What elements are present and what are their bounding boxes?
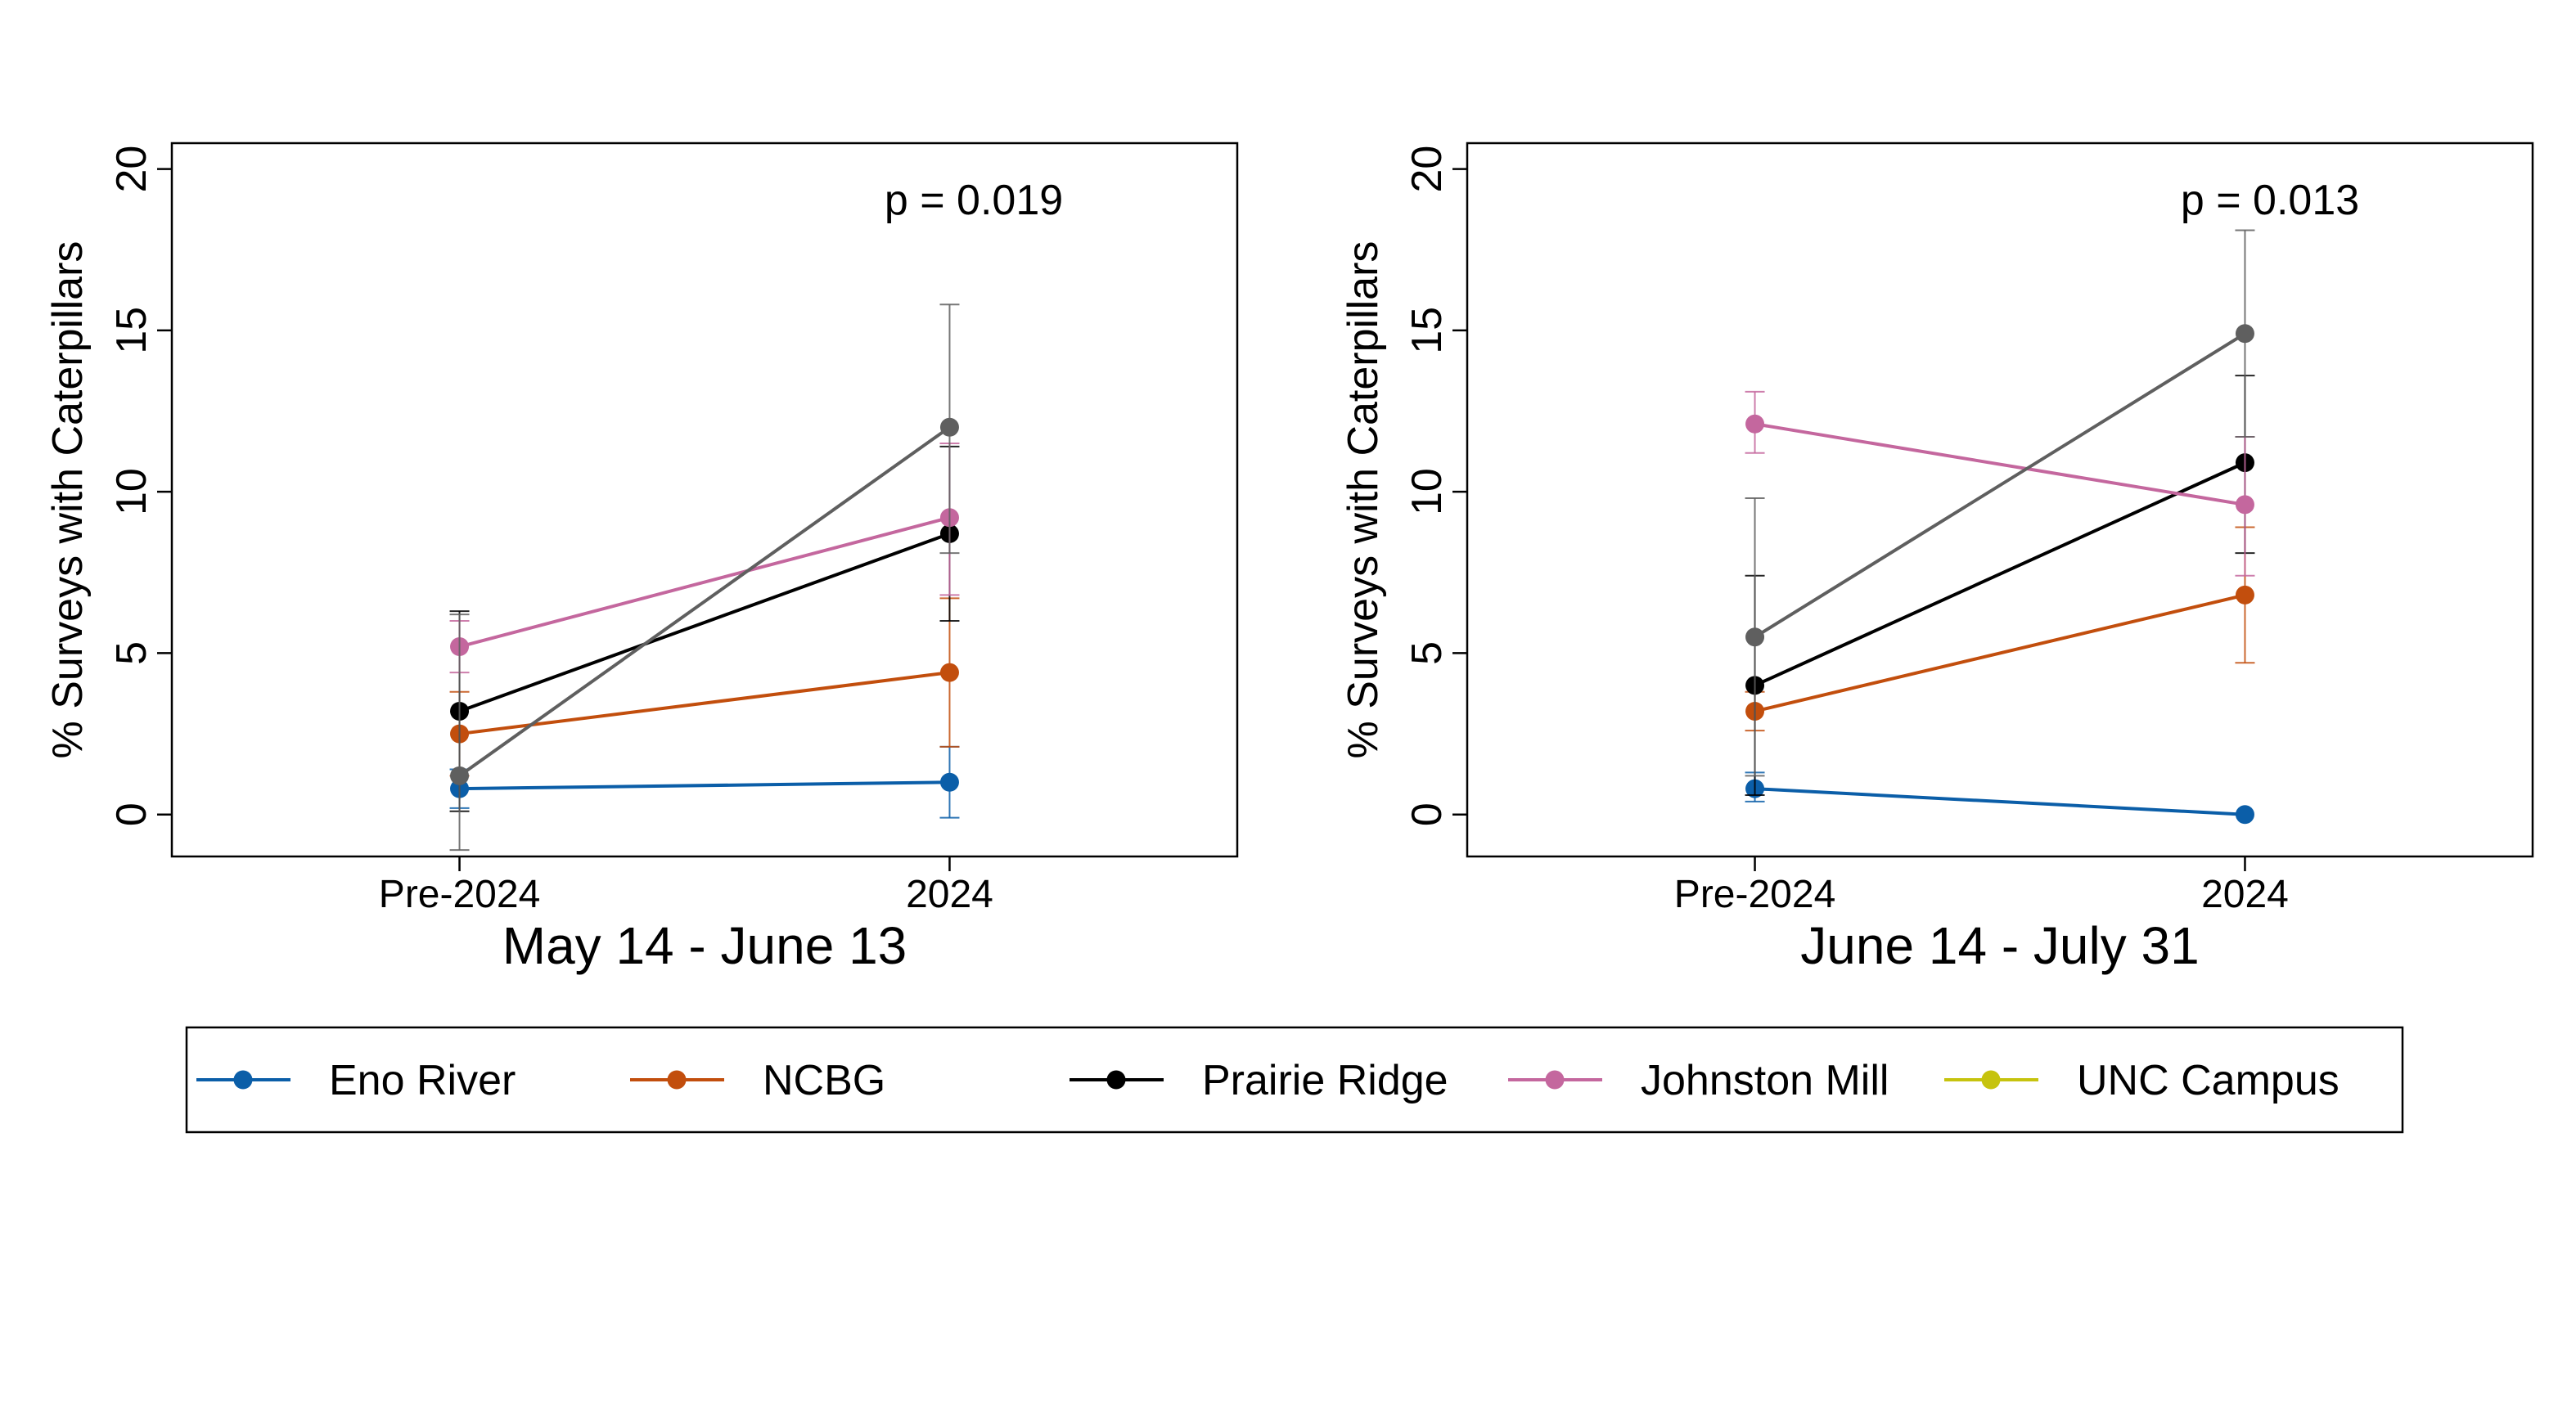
legend-label: Johnston Mill (1641, 1057, 1889, 1104)
legend-item-unc-campus: UNC Campus (1944, 1057, 2340, 1104)
series-line (1754, 422, 2245, 506)
x-tick-label: Pre-2024 (1674, 873, 1835, 916)
x-tick-label: 2024 (2201, 873, 2289, 916)
series-series-5 (1745, 229, 2255, 777)
data-point (2235, 324, 2254, 344)
legend-label: NCBG (763, 1057, 885, 1104)
data-point (939, 417, 959, 437)
legend-items: Eno River NCBG Prairie Ridge Johnston Mill U… (196, 1057, 2340, 1104)
panel-title: June 14 - July 31 (1800, 916, 2199, 975)
y-tick-label: 0 (108, 802, 155, 826)
legend-label: UNC Campus (2077, 1057, 2340, 1104)
data-point (450, 766, 470, 785)
series-line (459, 671, 950, 736)
chart-panel-may-june: 0 5 10 15 20 Pre-2024 2024 p = 0.019 % Surveys… (44, 142, 1239, 975)
data-point (2235, 585, 2254, 605)
series-line (1754, 593, 2245, 713)
y-tick-label: 5 (108, 641, 155, 665)
data-point (2235, 495, 2254, 515)
legend-item-prairie-ridge: Prairie Ridge (1070, 1057, 1448, 1104)
legend-item-johnston-mill: Johnston Mill (1508, 1057, 1889, 1104)
y-tick-label: 5 (1403, 641, 1451, 665)
chart-panel-june-july: 0 5 10 15 20 Pre-2024 2024 p = 0.013 % Surveys… (1340, 142, 2534, 975)
legend-label: Prairie Ridge (1202, 1057, 1448, 1104)
series-series-5 (449, 303, 960, 852)
series-line (458, 425, 951, 777)
series-line (1754, 332, 2246, 639)
legend-marker (233, 1070, 253, 1090)
legend: Eno River NCBG Prairie Ridge Johnston Mill U… (185, 1026, 2404, 1134)
plot-marks (1745, 229, 2255, 825)
x-tick-label: 2024 (906, 873, 993, 916)
data-point (2235, 805, 2254, 825)
data-point (1745, 414, 1765, 434)
y-tick-label: 20 (108, 146, 155, 193)
series-johnston-mill (1745, 390, 2255, 577)
y-axis-label: % Surveys with Caterpillars (44, 241, 92, 759)
error-bar (449, 614, 470, 852)
panel-title: May 14 - June 13 (502, 916, 907, 975)
legend-marker (667, 1070, 687, 1090)
legend-item-eno-river: Eno River (196, 1057, 516, 1104)
y-tick-label: 15 (108, 307, 155, 354)
data-point (939, 772, 959, 792)
p-value-annotation: p = 0.019 (885, 177, 1063, 224)
p-value-annotation: p = 0.013 (2181, 177, 2359, 224)
data-point (939, 663, 959, 682)
y-tick-label: 20 (1403, 146, 1451, 193)
y-tick-label: 0 (1403, 802, 1451, 826)
series-line (459, 515, 950, 649)
series-line (458, 532, 951, 713)
plot-frame (170, 142, 1239, 858)
series-line (1754, 461, 2246, 687)
y-tick-label: 10 (108, 468, 155, 515)
legend-marker (1545, 1070, 1565, 1090)
series-line (1754, 787, 2245, 816)
series-line (459, 780, 950, 791)
y-tick-label: 10 (1403, 468, 1451, 515)
plot-frame (1466, 142, 2534, 858)
plot-marks (449, 303, 960, 852)
legend-marker (1106, 1070, 1126, 1090)
x-tick-label: Pre-2024 (379, 873, 540, 916)
legend-label: Eno River (329, 1057, 516, 1104)
legend-item-ncbg: NCBG (630, 1057, 885, 1104)
legend-marker (1981, 1070, 2001, 1090)
axes: 0 5 10 15 20 Pre-2024 2024 (1403, 146, 2289, 916)
axes: 0 5 10 15 20 Pre-2024 2024 (108, 146, 993, 916)
data-point (1745, 627, 1765, 647)
y-tick-label: 15 (1403, 307, 1451, 354)
y-axis-label: % Surveys with Caterpillars (1340, 241, 1387, 759)
